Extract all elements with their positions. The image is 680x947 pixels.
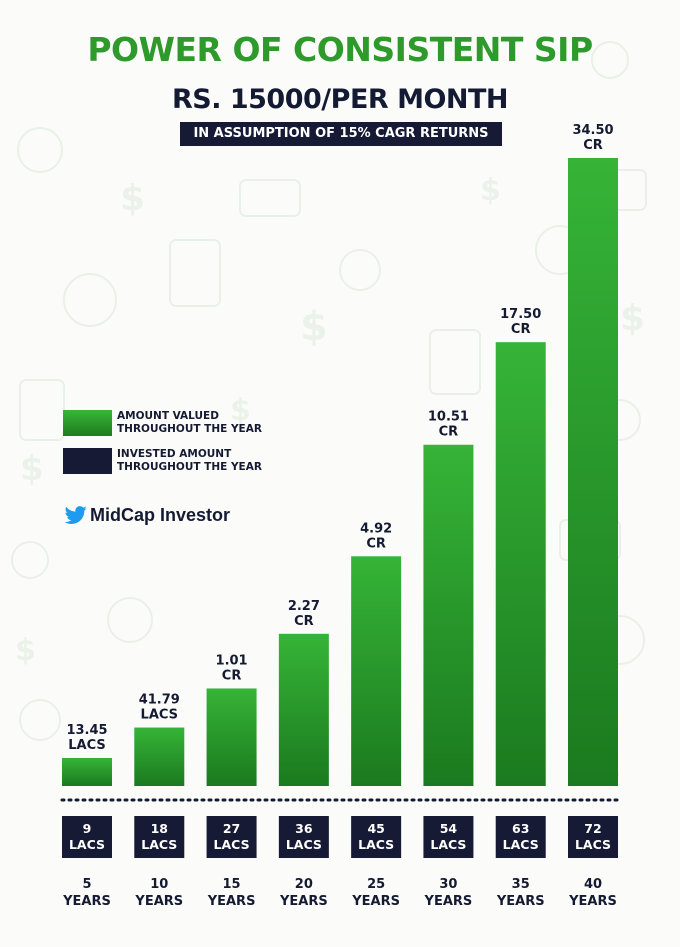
tick-label-years-word: YEARS (496, 894, 545, 909)
invested-label-unit: LACS (575, 837, 611, 852)
data-label-unit: CR (583, 138, 603, 153)
bar-invested-amount (206, 816, 257, 858)
svg-text:$: $ (620, 298, 645, 339)
brand-name: MidCap Investor (90, 505, 231, 525)
svg-text:$: $ (300, 304, 328, 350)
tick-label-years-number: 25 (367, 877, 385, 892)
legend-label: AMOUNT VALUED THROUGHOUT THE YEAR (117, 410, 262, 435)
bar-invested-amount (423, 816, 474, 858)
bar-invested-amount (351, 816, 402, 858)
tick-label-years-number: 40 (584, 877, 602, 892)
assumption-banner: IN ASSUMPTION OF 15% CAGR RETURNS (180, 122, 502, 146)
bar-invested-amount (134, 816, 185, 858)
page-title: POWER OF CONSISTENT SIP (87, 30, 593, 69)
legend-swatch-green (63, 410, 112, 436)
invested-label-unit: LACS (286, 837, 322, 852)
tick-label-years-word: YEARS (351, 894, 400, 909)
data-label-value: 1.01 (216, 653, 248, 668)
data-label-unit: LACS (141, 708, 179, 723)
bar-amount-valued (351, 556, 402, 786)
bar-amount-valued (423, 444, 474, 786)
bar-amount-valued (568, 158, 618, 786)
bar-amount-valued (134, 727, 185, 786)
page-subtitle: RS. 15000/PER MONTH (171, 84, 509, 115)
data-label-value: 41.79 (139, 693, 180, 708)
bar-amount-valued (278, 633, 329, 786)
tick-label-years-number: 30 (439, 877, 457, 892)
legend-label: INVESTED AMOUNT THROUGHOUT THE YEAR (117, 448, 262, 473)
invested-label-value: 72 (584, 821, 601, 836)
tick-label-years-number: 5 (82, 877, 91, 892)
bar-amount-valued (62, 758, 112, 786)
data-label-value: 13.45 (66, 723, 107, 738)
data-label-unit: LACS (68, 738, 106, 753)
invested-label-value: 9 (83, 821, 92, 836)
bar-invested-amount (495, 816, 546, 858)
data-label-unit: CR (511, 322, 531, 337)
tick-label-years-word: YEARS (207, 894, 256, 909)
svg-text:$: $ (20, 449, 44, 489)
data-label-value: 2.27 (288, 599, 320, 614)
bar-amount-valued (206, 688, 257, 786)
tick-label-years-word: YEARS (134, 894, 183, 909)
data-label-value: 34.50 (572, 123, 613, 138)
bar-invested-amount (568, 816, 618, 858)
data-label-value: 17.50 (500, 307, 541, 322)
invested-label-value: 54 (440, 821, 458, 836)
svg-text:$: $ (480, 173, 501, 208)
tick-label-years-number: 20 (295, 877, 313, 892)
svg-text:$: $ (120, 178, 145, 219)
twitter-bird-icon (64, 506, 87, 524)
invested-label-unit: LACS (214, 837, 250, 852)
data-label-unit: CR (366, 536, 386, 551)
invested-label-value: 63 (512, 821, 529, 836)
tick-label-years-word: YEARS (568, 894, 617, 909)
data-label-unit: CR (294, 614, 314, 629)
tick-label-years-number: 10 (150, 877, 168, 892)
invested-label-value: 18 (151, 821, 168, 836)
invested-label-unit: LACS (141, 837, 177, 852)
tick-label-years-number: 15 (223, 877, 241, 892)
invested-label-value: 36 (295, 821, 313, 836)
bar-invested-amount (62, 816, 112, 858)
data-label-unit: CR (222, 668, 242, 683)
tick-label-years-word: YEARS (424, 894, 473, 909)
legend-swatch-navy (63, 448, 112, 474)
invested-label-unit: LACS (358, 837, 394, 852)
tick-label-years-word: YEARS (62, 894, 111, 909)
data-label-value: 4.92 (360, 521, 392, 536)
data-label-unit: CR (439, 425, 459, 440)
tick-label-years-word: YEARS (279, 894, 328, 909)
bar-invested-amount (278, 816, 329, 858)
bar-amount-valued (495, 342, 546, 786)
svg-text:$: $ (15, 633, 36, 668)
invested-label-unit: LACS (69, 837, 105, 852)
svg-text:$: $ (230, 393, 251, 428)
data-label-value: 10.51 (428, 410, 469, 425)
tick-label-years-number: 35 (512, 877, 530, 892)
invested-label-value: 45 (367, 821, 384, 836)
invested-label-value: 27 (223, 821, 240, 836)
invested-label-unit: LACS (503, 837, 539, 852)
invested-label-unit: LACS (430, 837, 466, 852)
